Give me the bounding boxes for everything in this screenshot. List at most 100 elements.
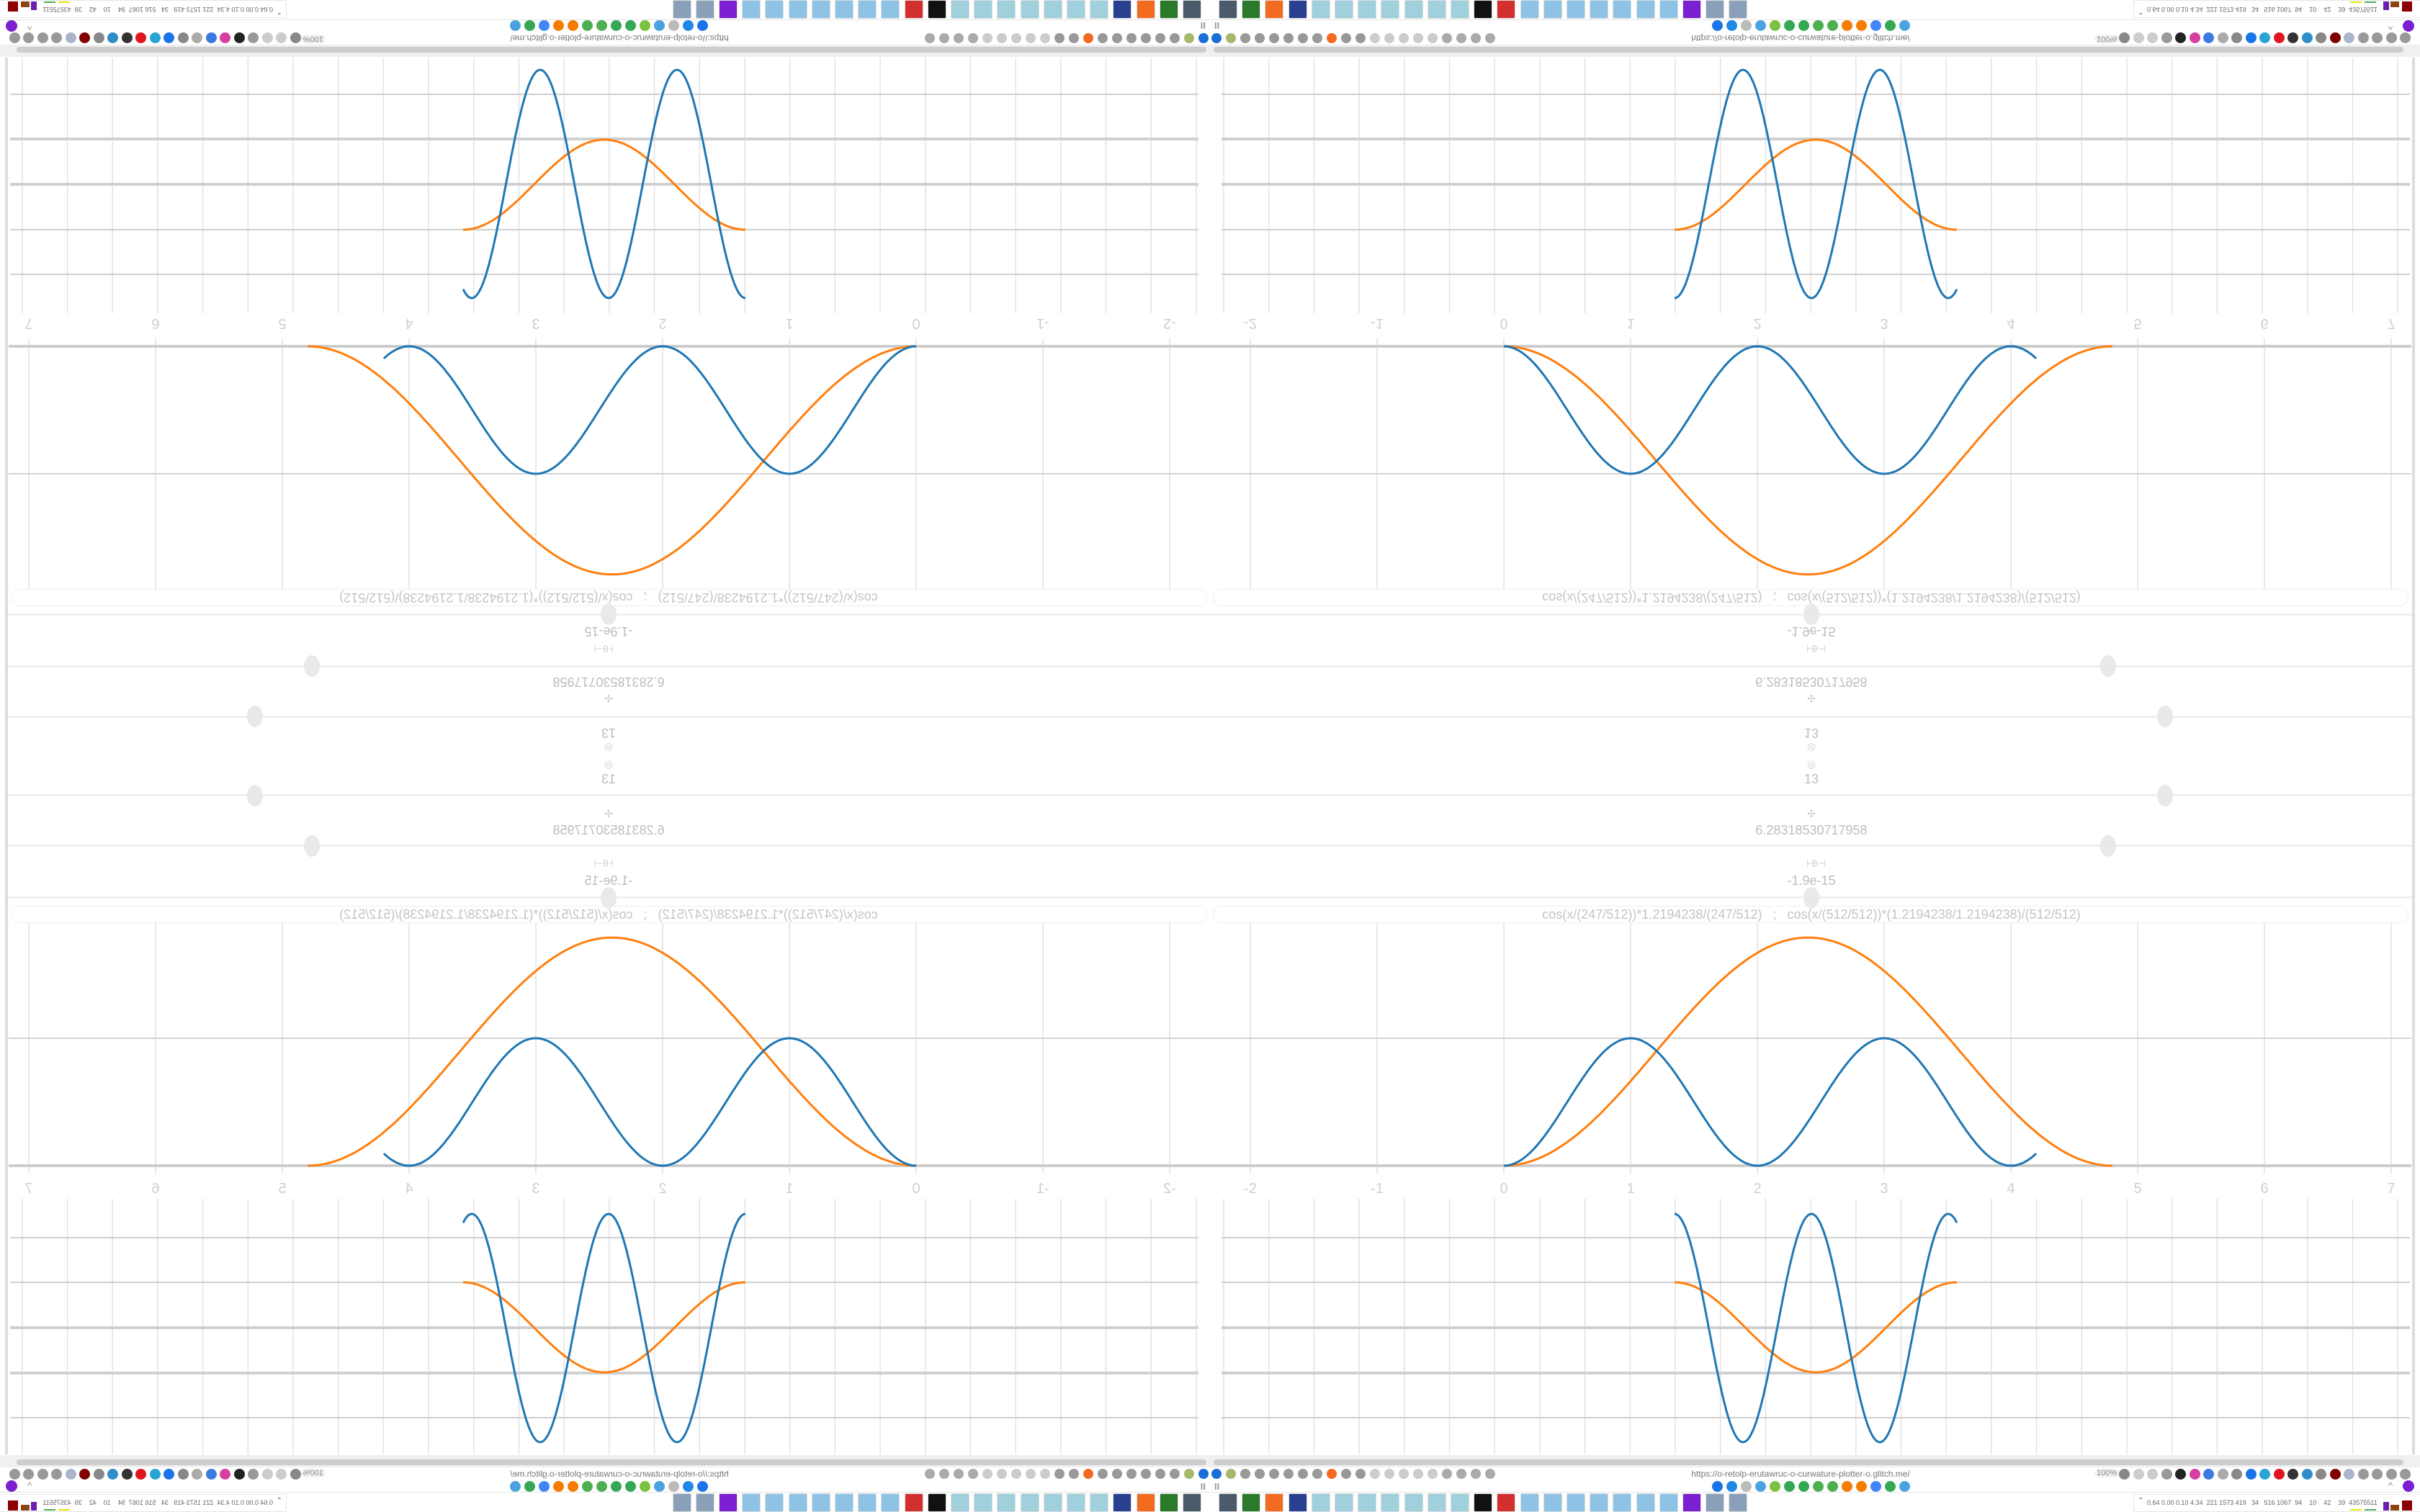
globe-icon[interactable] [1155, 33, 1165, 43]
forward-icon[interactable] [262, 32, 273, 43]
notepad-icon[interactable] [1358, 0, 1377, 19]
horizontal-scrollbar[interactable] [17, 1459, 1206, 1465]
google-icon[interactable] [582, 20, 593, 31]
firefox-icon[interactable] [1136, 0, 1155, 19]
upload-icon[interactable] [2259, 1469, 2270, 1480]
power-icon[interactable] [1184, 1469, 1194, 1479]
gear-icon[interactable] [1069, 1469, 1079, 1479]
translate-blue-icon[interactable] [2203, 1469, 2214, 1480]
calculator-icon[interactable] [811, 0, 830, 19]
horizontal-scrollbar[interactable] [17, 47, 1206, 53]
gear-icon[interactable] [2400, 1469, 2411, 1480]
snowflake-icon[interactable] [654, 1481, 665, 1492]
document-icon[interactable] [672, 1493, 691, 1512]
monitor-icon[interactable] [1183, 1493, 1201, 1512]
document-icon[interactable] [672, 0, 691, 19]
circle-icon[interactable] [1026, 33, 1036, 43]
back-arrow-icon[interactable] [954, 33, 964, 43]
calculator-icon[interactable] [811, 1493, 830, 1512]
translate-blue-icon[interactable] [206, 32, 217, 43]
horizontal-scrollbar[interactable] [1214, 1459, 2403, 1465]
dot-icon[interactable] [1399, 33, 1409, 43]
calculator-icon[interactable] [1543, 1493, 1562, 1512]
url-field[interactable]: https://o-retolp-erutawruc-o-curwature-p… [510, 33, 729, 43]
plus-icon[interactable] [2245, 32, 2257, 43]
calculator-icon[interactable] [1659, 1493, 1678, 1512]
calculator-icon[interactable] [1543, 0, 1562, 19]
record-icon[interactable] [2273, 1469, 2285, 1480]
sun-icon[interactable] [568, 20, 578, 31]
firefox-icon[interactable] [1265, 1493, 1284, 1512]
power-icon[interactable] [1184, 33, 1194, 43]
extension-icon[interactable] [6, 20, 17, 32]
headphones-icon[interactable] [1269, 1469, 1279, 1479]
forward-icon[interactable] [2147, 1469, 2158, 1480]
period-slider[interactable] [1210, 845, 2413, 847]
trash-icon[interactable] [122, 32, 133, 43]
record-icon[interactable] [135, 1469, 147, 1480]
calculator-icon[interactable] [1659, 0, 1678, 19]
feather-icon[interactable] [640, 20, 650, 31]
wrench-icon[interactable] [1098, 33, 1108, 43]
terminal-icon[interactable] [1242, 1493, 1261, 1512]
download-icon[interactable] [234, 1469, 245, 1480]
globe-icon[interactable] [1054, 1469, 1065, 1479]
shield-icon[interactable] [939, 1469, 949, 1479]
reload-icon[interactable] [248, 32, 259, 43]
globe-icon[interactable] [1112, 1469, 1122, 1479]
mail-icon[interactable] [697, 20, 708, 31]
shield-icon[interactable] [939, 33, 949, 43]
collapse-icon[interactable]: ^ [2388, 21, 2393, 32]
star-icon[interactable] [2133, 1469, 2144, 1480]
gear-icon[interactable] [1341, 1469, 1351, 1479]
translate-blue-icon[interactable] [206, 1469, 217, 1480]
translate-icon[interactable] [2119, 1469, 2130, 1480]
notepad-icon[interactable] [1335, 0, 1353, 19]
star-icon[interactable] [276, 1469, 287, 1480]
dot-icon[interactable] [1428, 1469, 1438, 1479]
globe-icon[interactable] [1298, 1469, 1308, 1479]
document-icon[interactable] [1706, 1493, 1725, 1512]
formula-input[interactable] [1213, 906, 2408, 923]
pause-icon[interactable]: II [1200, 20, 1206, 31]
notepad-icon[interactable] [1381, 0, 1400, 19]
notepad-icon[interactable] [1381, 1493, 1400, 1512]
notepad-icon[interactable] [1404, 0, 1423, 19]
vertical-scrollbar[interactable] [2412, 58, 2415, 756]
google-icon[interactable] [539, 1481, 550, 1492]
circle-icon[interactable] [1413, 1469, 1423, 1479]
calculator-icon[interactable] [1567, 0, 1585, 19]
snowflake-icon[interactable] [1755, 20, 1766, 31]
firefox-icon[interactable] [1327, 33, 1337, 43]
firefox-icon[interactable] [1083, 33, 1093, 43]
gear-icon[interactable] [1341, 33, 1351, 43]
notepad-icon[interactable] [1090, 1493, 1109, 1512]
calculator-icon[interactable] [1613, 0, 1632, 19]
firefox-icon[interactable] [1083, 1469, 1093, 1479]
compass-icon[interactable] [668, 1481, 679, 1492]
globe-icon[interactable] [51, 1469, 63, 1480]
wrench-icon[interactable] [2385, 1469, 2397, 1480]
curvature-plot[interactable] [1210, 756, 2420, 1454]
vertical-scrollbar[interactable] [5, 58, 8, 756]
notepad-icon[interactable] [1067, 0, 1085, 19]
floppy-icon[interactable] [1288, 1493, 1307, 1512]
back-arrow-icon[interactable] [1456, 1469, 1466, 1479]
terminal-icon[interactable] [1242, 0, 1261, 19]
notepad-icon[interactable] [974, 0, 993, 19]
trash-icon[interactable] [122, 1469, 133, 1480]
inkscape-icon[interactable] [1474, 1493, 1493, 1512]
google-icon[interactable] [1885, 20, 1896, 31]
globe-icon[interactable] [1054, 33, 1065, 43]
globe-icon[interactable] [1240, 33, 1250, 43]
tray-expand-icon[interactable]: ⌃ [2138, 1497, 2144, 1505]
plus-icon[interactable] [163, 32, 175, 43]
translate-icon[interactable] [2119, 32, 2130, 43]
edge-icon[interactable] [683, 1481, 694, 1492]
notepad-icon[interactable] [1451, 1493, 1469, 1512]
pen-icon[interactable] [220, 32, 231, 43]
firefox-icon[interactable] [1136, 1493, 1155, 1512]
shield-icon[interactable] [1471, 1469, 1481, 1479]
collapse-icon[interactable]: ^ [2388, 1480, 2393, 1491]
pen-icon[interactable] [220, 1469, 231, 1480]
